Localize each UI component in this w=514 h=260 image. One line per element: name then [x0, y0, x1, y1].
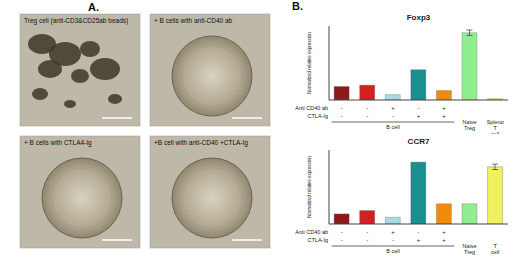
svg-text:-: -: [392, 237, 394, 243]
svg-text:Anti CD40 ab: Anti CD40 ab: [295, 105, 328, 111]
svg-text:-: -: [366, 229, 368, 235]
svg-text:-: -: [366, 113, 368, 119]
svg-text:Normalized relative expression: Normalized relative expression: [307, 32, 312, 94]
svg-text:+ B cells with CTLA4-Ig: + B cells with CTLA4-Ig: [24, 139, 92, 147]
svg-text:+: +: [442, 105, 446, 111]
svg-text:Tcell: Tcell: [491, 243, 499, 255]
svg-text:-: -: [418, 229, 420, 235]
svg-text:B cell: B cell: [386, 124, 399, 130]
svg-text:CTLA-Ig: CTLA-Ig: [308, 237, 328, 243]
svg-text:Normalized relative expression: Normalized relative expression: [307, 156, 312, 218]
svg-text:B cell: B cell: [386, 248, 399, 254]
html-text:Foxp3: Foxp3: [406, 13, 431, 22]
svg-text:CTLA-Ig: CTLA-Ig: [308, 113, 328, 119]
svg-text:-: -: [341, 237, 343, 243]
svg-text:SplenoTcell: SplenoTcell: [487, 119, 504, 134]
svg-text:+ B cells with anti-CD40 ab: + B cells with anti-CD40 ab: [154, 17, 233, 24]
svg-text:NaiveTreg: NaiveTreg: [463, 119, 477, 131]
svg-text:-: -: [341, 229, 343, 235]
svg-text:-: -: [392, 113, 394, 119]
svg-text:+: +: [391, 105, 395, 111]
svg-text:+: +: [391, 229, 395, 235]
svg-text:+B cell with anti-CD40 +CTLA-I: +B cell with anti-CD40 +CTLA-Ig: [154, 139, 248, 147]
svg-text:+: +: [417, 237, 421, 243]
svg-text:+: +: [442, 113, 446, 119]
svg-text:-: -: [366, 237, 368, 243]
svg-text:+: +: [417, 113, 421, 119]
svg-text:-: -: [341, 113, 343, 119]
svg-text:NaiveTreg: NaiveTreg: [463, 243, 477, 255]
html-text:CCR7: CCR7: [407, 137, 430, 146]
html-text:B.: B.: [292, 0, 303, 12]
svg-text:Treg cell (anti-CD3&CD25ab bea: Treg cell (anti-CD3&CD25ab beads): [24, 17, 128, 25]
svg-text:-: -: [418, 105, 420, 111]
svg-text:A.: A.: [88, 1, 99, 13]
svg-text:-: -: [366, 105, 368, 111]
svg-text:-: -: [341, 105, 343, 111]
svg-text:Anti CD40 ab: Anti CD40 ab: [295, 229, 328, 235]
svg-text:+: +: [442, 229, 446, 235]
svg-text:+: +: [442, 237, 446, 243]
